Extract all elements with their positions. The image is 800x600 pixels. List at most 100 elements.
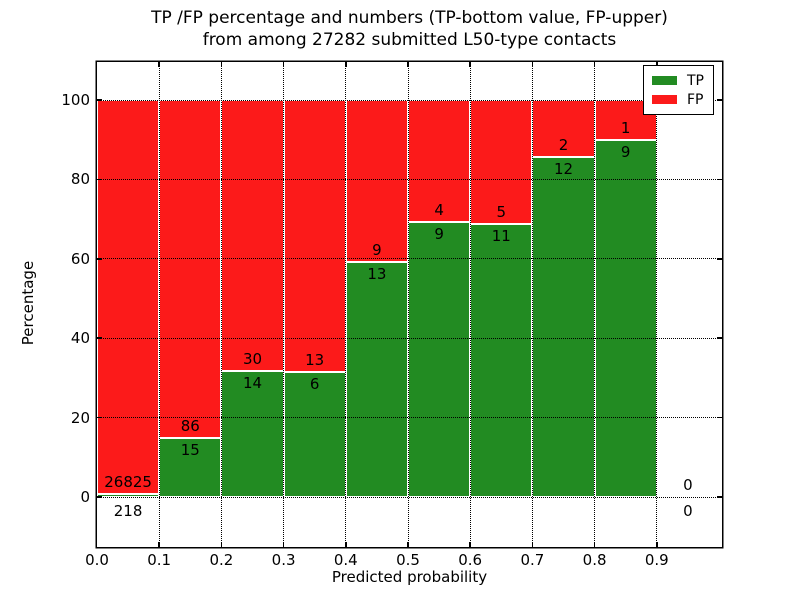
bar-segment-fp-0.4-0.5 xyxy=(345,100,408,263)
ytick-label-20: 20 xyxy=(70,408,90,427)
bar-segment-fp-0.0-0.1 xyxy=(97,100,160,494)
xtick-label-0.7: 0.7 xyxy=(520,551,545,569)
fp-count-label-0.7-0.8: 2 xyxy=(558,135,569,154)
bar-segment-tp-0.4-0.5 xyxy=(345,262,408,497)
gridline-v-0.4 xyxy=(345,62,347,547)
fp-swatch-icon xyxy=(652,95,677,104)
legend-item-tp: TP xyxy=(652,71,704,90)
ytick-mark-right-60 xyxy=(717,258,722,260)
bar-segment-tp-0.7-0.8 xyxy=(532,156,595,497)
xtick-mark-bottom-0.1 xyxy=(158,542,160,547)
xtick-label-0.8: 0.8 xyxy=(582,551,607,569)
tp-swatch-icon xyxy=(652,76,677,85)
xtick-mark-bottom-0.7 xyxy=(531,542,534,547)
bar-segment-fp-0.1-0.2 xyxy=(159,100,222,439)
ytick-mark-right-100 xyxy=(717,99,722,101)
xtick-mark-top-0.5 xyxy=(407,62,409,67)
bar-segment-fp-0.6-0.7 xyxy=(470,100,533,225)
gridline-h-100 xyxy=(97,99,722,101)
fp-count-label-0.4-0.5: 9 xyxy=(372,241,382,260)
tp-count-label-0.9-1.0: 0 xyxy=(683,502,693,520)
bar-segment-tp-0.3-0.4 xyxy=(283,371,346,497)
xtick-mark-bottom-0.9 xyxy=(656,542,658,547)
xtick-label-0.3: 0.3 xyxy=(271,551,296,569)
ytick-mark-left-0 xyxy=(97,496,102,498)
plot-area: TP FP 26825 218 86 15 30 14 13 6 9 13 4 9 5 11 2 12 1 9 0 0 xyxy=(97,62,722,547)
ytick-mark-right-80 xyxy=(717,178,722,181)
x-axis-label: Predicted probability xyxy=(331,568,488,586)
bar-segment-tp-0.6-0.7 xyxy=(470,224,533,497)
bar-segment-tp-0.2-0.3 xyxy=(221,370,284,497)
ytick-mark-right-20 xyxy=(717,416,722,419)
ytick-mark-right-40 xyxy=(717,337,722,339)
xtick-mark-top-0.9 xyxy=(656,62,658,67)
fp-count-label-0.3-0.4: 13 xyxy=(305,350,325,369)
xtick-label-0.1: 0.1 xyxy=(147,551,172,569)
gridline-v-0.1 xyxy=(158,62,160,547)
ytick-label-60: 60 xyxy=(70,249,90,268)
bar-segment-tp-0.0-0.1 xyxy=(97,493,160,497)
chart-title-line1: TP /FP percentage and numbers (TP-bottom… xyxy=(151,8,668,28)
xtick-mark-bottom-0.6 xyxy=(469,542,471,547)
y-axis-label: Percentage xyxy=(19,260,37,346)
gridline-v-0.7 xyxy=(531,62,533,547)
xtick-label-0.4: 0.4 xyxy=(333,551,358,569)
gridline-h-80 xyxy=(97,178,722,180)
xtick-mark-bottom-0.2 xyxy=(220,542,223,547)
gridline-v-0.9 xyxy=(656,62,658,547)
tp-count-label-0.7-0.8: 12 xyxy=(553,159,574,178)
xtick-mark-bottom-0.8 xyxy=(593,542,596,547)
legend-label-tp: TP xyxy=(687,72,704,89)
ytick-label-0: 0 xyxy=(80,488,90,506)
bar-segment-tp-0.1-0.2 xyxy=(159,438,222,497)
xtick-mark-top-0.7 xyxy=(531,62,534,67)
gridline-v-0.3 xyxy=(283,62,285,547)
fp-count-label-0.5-0.6: 4 xyxy=(434,201,444,220)
bar-segment-tp-0.8-0.9 xyxy=(594,139,657,497)
fp-count-label-0.8-0.9: 1 xyxy=(620,118,631,137)
xtick-label-0.6: 0.6 xyxy=(458,551,483,569)
tp-count-label-0.5-0.6: 9 xyxy=(434,225,444,244)
xtick-mark-top-0.8 xyxy=(593,62,596,67)
tp-count-label-0.0-0.1: 218 xyxy=(113,502,143,520)
legend-label-fp: FP xyxy=(687,91,704,108)
bar-segment-fp-0.7-0.8 xyxy=(532,100,595,157)
bar-segment-fp-0.5-0.6 xyxy=(408,100,471,223)
bar-segment-tp-0.5-0.6 xyxy=(408,222,471,497)
tp-count-label-0.3-0.4: 6 xyxy=(309,374,320,393)
xtick-mark-top-0.4 xyxy=(345,62,347,67)
xtick-mark-top-0.3 xyxy=(282,62,285,67)
xtick-mark-bottom-0.4 xyxy=(345,542,347,547)
gridline-v-0.5 xyxy=(407,62,409,547)
fp-count-label-0.0-0.1: 26825 xyxy=(104,472,152,491)
xtick-mark-bottom-0.5 xyxy=(407,542,409,547)
ytick-mark-left-40 xyxy=(97,337,102,339)
tp-count-label-0.1-0.2: 15 xyxy=(180,441,200,460)
xtick-label-0.5: 0.5 xyxy=(396,551,420,569)
ytick-mark-left-100 xyxy=(97,99,102,101)
ytick-mark-left-60 xyxy=(97,258,102,260)
tp-count-label-0.2-0.3: 14 xyxy=(242,373,263,392)
bar-segment-fp-0.2-0.3 xyxy=(221,100,284,371)
gridline-v-0.8 xyxy=(594,62,596,547)
xtick-mark-top-0.1 xyxy=(158,62,160,67)
tp-count-label-0.6-0.7: 11 xyxy=(491,227,511,246)
gridline-h-0 xyxy=(97,496,722,498)
xtick-mark-bottom-0.3 xyxy=(282,542,285,547)
ytick-label-40: 40 xyxy=(70,329,90,348)
gridline-h-40 xyxy=(97,337,722,339)
tp-count-label-0.4-0.5: 13 xyxy=(367,265,387,284)
ytick-mark-left-80 xyxy=(97,178,102,181)
legend-box: TP FP xyxy=(643,65,714,115)
xtick-mark-top-0.6 xyxy=(469,62,471,67)
gridline-h-20 xyxy=(97,417,722,419)
legend-item-fp: FP xyxy=(652,90,704,109)
xtick-label-0.2: 0.2 xyxy=(209,551,234,569)
bar-segment-fp-0.3-0.4 xyxy=(283,100,346,372)
fp-count-label-0.9-1.0: 0 xyxy=(683,476,693,494)
fp-count-label-0.6-0.7: 5 xyxy=(496,203,507,222)
ytick-label-80: 80 xyxy=(70,170,90,189)
chart-title-line2: from among 27282 submitted L50-type cont… xyxy=(202,30,617,50)
gridline-v-0.2 xyxy=(220,62,222,547)
